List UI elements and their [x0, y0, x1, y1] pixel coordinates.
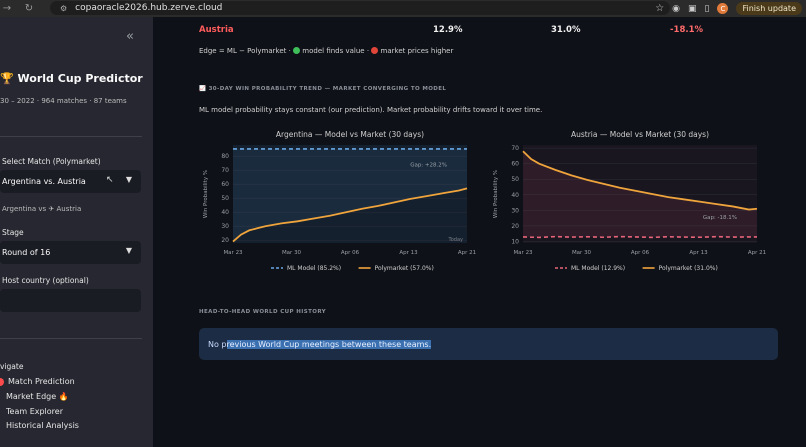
y-tick-label: 20: [511, 223, 519, 230]
argentina-trend-chart: Argentina — Model vs Market (30 days) Win…: [203, 130, 476, 272]
y-tick-label: 40: [221, 209, 229, 216]
legend-label: Polymarket (57.0%): [375, 265, 434, 272]
chevron-down-icon: ▼: [125, 175, 132, 184]
stage-dropdown[interactable]: Round of 16 ▼: [0, 241, 141, 264]
stage-label: Stage: [2, 228, 24, 237]
browser-toolbar: → ↻ ⚙ copaoracle2026.hub.zerve.cloud ☆ ◉…: [0, 0, 806, 17]
extension-icon[interactable]: ◉: [672, 3, 681, 14]
profile-avatar[interactable]: C: [717, 3, 729, 14]
trophy-icon: 🏆: [0, 72, 14, 85]
y-tick-label: 30: [511, 207, 519, 214]
app-title: 🏆 World Cup Predictor: [0, 72, 143, 85]
chart-icon: 📈: [199, 86, 207, 92]
navigate-label: vigate: [0, 362, 24, 371]
y-tick-label: 70: [221, 167, 229, 174]
market-probability-cell: 31.0%: [551, 25, 581, 35]
today-annotation: Today: [448, 237, 464, 243]
app-subtitle: 30 – 2022 · 964 matches · 87 teams: [0, 97, 127, 105]
sidepanel-icon[interactable]: ▯: [704, 3, 710, 14]
gap-annotation: Gap: -18.1%: [703, 215, 737, 221]
chevron-down-icon: ▼: [125, 246, 132, 255]
puzzle-icon[interactable]: ▣: [688, 3, 697, 14]
team-name-cell: Austria: [199, 25, 234, 35]
active-radio-icon: [0, 377, 4, 386]
y-tick-label: 40: [511, 192, 519, 199]
x-tick-label: Apr 13: [399, 250, 418, 256]
x-tick-label: Apr 06: [631, 250, 650, 256]
host-country-label: Host country (optional): [2, 276, 89, 285]
reload-icon[interactable]: ↻: [24, 3, 34, 14]
market-series-line: [232, 187, 468, 243]
nav-market-edge[interactable]: Market Edge 🔥: [6, 392, 69, 401]
y-tick-label: 10: [511, 238, 519, 245]
green-dot-icon: [293, 47, 301, 54]
model-series-line: [522, 235, 757, 239]
sidebar: « 🏆 World Cup Predictor 30 – 2022 · 964 …: [0, 17, 153, 447]
x-tick-label: Apr 21: [458, 250, 476, 256]
gap-fill: [523, 151, 757, 238]
chart-title: Argentina — Model vs Market (30 days): [276, 130, 424, 139]
y-tick-label: 70: [511, 145, 519, 152]
nav-team-explorer[interactable]: Team Explorer: [6, 407, 63, 416]
flag-icon: ✈: [48, 205, 55, 213]
y-tick-label: 50: [221, 195, 229, 202]
y-tick-label: 30: [221, 223, 229, 230]
select-match-label: Select Match (Polymarket): [2, 157, 101, 166]
gap-annotation: Gap: +28.2%: [410, 162, 447, 168]
plot-area: [523, 145, 757, 243]
bookmark-star-icon[interactable]: ☆: [655, 3, 665, 14]
legend-label: ML Model (12.9%): [571, 265, 625, 272]
forward-icon[interactable]: →: [2, 3, 12, 14]
edge-cell: -18.1%: [670, 25, 704, 35]
ml-probability-cell: 12.9%: [433, 25, 463, 35]
address-bar[interactable]: ⚙ copaoracle2026.hub.zerve.cloud: [50, 1, 670, 15]
x-tick-label: Apr 13: [689, 250, 708, 256]
x-tick-label: Mar 23: [223, 250, 243, 256]
nav-historical-analysis[interactable]: Historical Analysis: [6, 421, 79, 430]
cursor-icon: ↖: [106, 175, 114, 185]
x-tick-label: Apr 06: [341, 250, 360, 256]
legend-label: ML Model (85.2%): [287, 265, 341, 272]
market-series-line: [522, 150, 758, 211]
match-pair: Argentina vs ✈ Austria: [2, 205, 82, 213]
url-text: copaoracle2026.hub.zerve.cloud: [75, 3, 223, 13]
y-axis-label: Win Probability %: [203, 170, 209, 218]
main-content: Austria 12.9% 31.0% -18.1% Edge = ML − P…: [153, 17, 806, 447]
x-tick-label: Mar 30: [572, 250, 592, 256]
edge-legend-note: Edge = ML − Polymarket · model finds val…: [199, 47, 454, 55]
y-tick-label: 60: [511, 161, 519, 168]
selected-text: revious World Cup meetings between these…: [226, 339, 432, 349]
y-axis-label: Win Probability %: [493, 170, 499, 218]
y-tick-label: 80: [221, 153, 229, 160]
y-tick-label: 20: [221, 237, 229, 244]
trend-section-heading: 📈 30-DAY WIN PROBABILITY TREND — MARKET …: [199, 86, 447, 92]
sidebar-divider: [0, 338, 142, 339]
red-dot-icon: [371, 47, 379, 54]
trend-caption: ML model probability stays constant (our…: [199, 106, 543, 114]
x-tick-label: Mar 23: [513, 250, 533, 256]
x-tick-label: Apr 21: [748, 250, 766, 256]
collapse-sidebar-icon[interactable]: «: [126, 29, 134, 44]
host-country-input[interactable]: [0, 289, 141, 312]
h2h-info-box: No p revious World Cup meetings between t…: [199, 328, 778, 360]
stage-value: Round of 16: [2, 248, 51, 257]
site-settings-icon[interactable]: ⚙: [60, 3, 68, 13]
gap-fill: [233, 148, 467, 242]
sidebar-divider: [0, 136, 142, 137]
plot-area: [233, 145, 467, 243]
select-match-dropdown[interactable]: Argentina vs. Austria ↖ ▼: [0, 170, 141, 193]
austria-trend-chart: Austria — Model vs Market (30 days) Win P…: [493, 130, 766, 272]
y-tick-label: 50: [511, 176, 519, 183]
chart-title: Austria — Model vs Market (30 days): [571, 130, 709, 139]
x-tick-label: Mar 30: [282, 250, 302, 256]
legend-label: Polymarket (31.0%): [659, 265, 718, 272]
select-match-value: Argentina vs. Austria: [2, 177, 86, 186]
y-tick-label: 60: [221, 181, 229, 188]
h2h-section-heading: HEAD-TO-HEAD WORLD CUP HISTORY: [199, 309, 327, 315]
nav-match-prediction[interactable]: Match Prediction: [0, 377, 75, 386]
finish-update-button[interactable]: Finish update: [736, 2, 802, 15]
